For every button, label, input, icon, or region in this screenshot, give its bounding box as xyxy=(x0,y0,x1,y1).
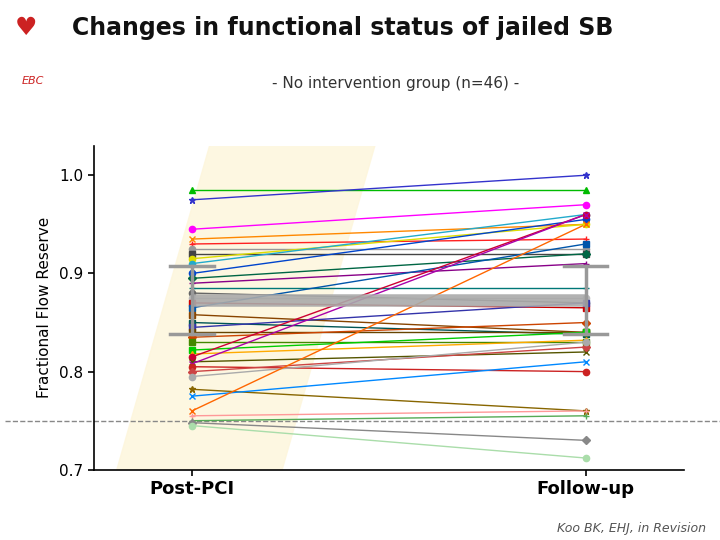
Y-axis label: Fractional Flow Reserve: Fractional Flow Reserve xyxy=(37,217,52,399)
Polygon shape xyxy=(94,97,389,540)
Text: Koo BK, EHJ, in Revision: Koo BK, EHJ, in Revision xyxy=(557,522,706,535)
Text: Changes in functional status of jailed SB: Changes in functional status of jailed S… xyxy=(72,16,613,40)
Text: ♥: ♥ xyxy=(14,16,37,40)
Text: EBC: EBC xyxy=(22,76,44,86)
Text: - No intervention group (n=46) -: - No intervention group (n=46) - xyxy=(272,76,520,91)
